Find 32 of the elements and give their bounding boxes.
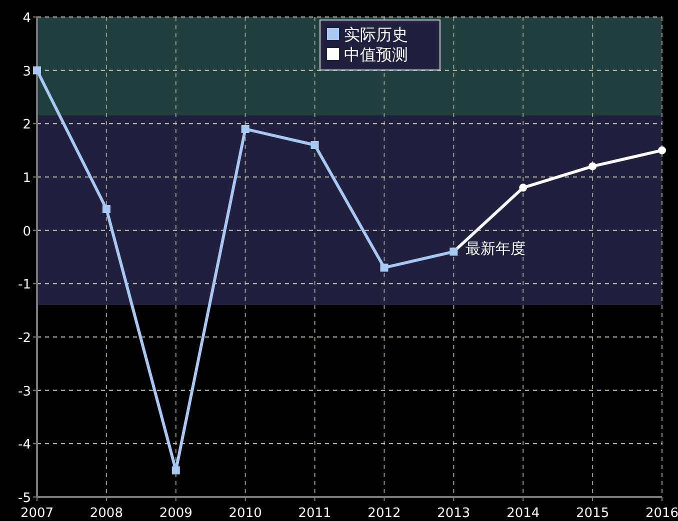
y-tick-label: 3 [22,64,31,80]
annotation: 最新年度 [466,240,526,258]
y-tick-label: 2 [22,118,31,133]
y-tick-label: -4 [18,438,31,453]
point [380,264,388,272]
x-tick-label: 2009 [159,506,192,521]
point [519,184,528,192]
x-tick-label: 2011 [298,506,332,521]
x-tick-label: 2015 [576,506,610,521]
point [33,66,41,74]
y-tick-label: 0 [22,224,31,240]
x-tick-label: 2007 [20,506,54,521]
x-tick-label: 2013 [437,506,470,521]
x-tick-label: 2016 [645,506,678,521]
point [241,125,250,133]
y-tick-label: -2 [18,331,31,346]
x-tick-label: 2010 [228,506,262,521]
point [310,141,319,149]
x-tick-label: 2012 [368,506,401,521]
point [588,162,597,170]
x-tick-label: 2014 [506,506,540,521]
y-tick-label: 4 [22,11,31,26]
legend-label: 中值预测 [344,45,408,64]
y-tick-label: -5 [18,491,31,506]
point [172,466,180,474]
point [658,146,666,154]
y-tick-label: -3 [18,384,31,400]
point [102,205,110,213]
y-tick-label: 1 [22,171,31,186]
x-tick-label: 2008 [90,506,123,521]
legend-label: 实际历史 [344,25,408,44]
y-tick-label: -1 [18,278,31,293]
